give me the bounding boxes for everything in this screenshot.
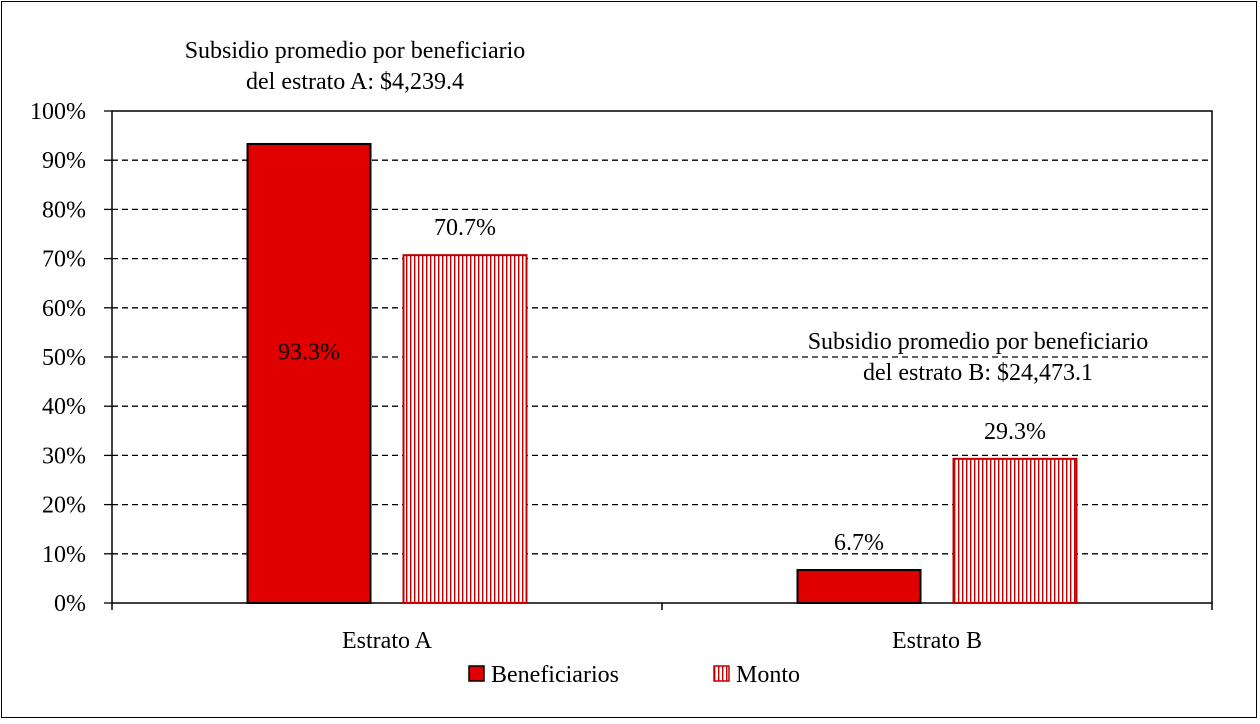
data-label: 70.7% bbox=[434, 215, 496, 241]
legend-label-beneficiarios: Beneficiarios bbox=[491, 662, 619, 688]
x-category-label: Estrato A bbox=[342, 628, 433, 654]
annotation-line: Subsidio promedio por beneficiario bbox=[808, 329, 1149, 355]
annotation-line: Subsidio promedio por beneficiario bbox=[185, 38, 526, 64]
y-tick-label: 100% bbox=[30, 99, 86, 125]
x-category-label: Estrato B bbox=[892, 628, 982, 654]
data-label: 6.7% bbox=[834, 530, 884, 556]
annotation-line: del estrato B: $24,473.1 bbox=[863, 360, 1093, 386]
y-tick-label: 50% bbox=[42, 345, 86, 371]
y-tick-label: 10% bbox=[42, 542, 86, 568]
legend-swatch-beneficiarios bbox=[468, 665, 485, 682]
bar-beneficiarios-2 bbox=[796, 569, 922, 605]
bar-monto-1 bbox=[402, 254, 528, 604]
y-tick-label: 60% bbox=[42, 296, 86, 322]
data-label: 29.3% bbox=[984, 419, 1046, 445]
bar-monto-2 bbox=[952, 457, 1078, 604]
bar-beneficiarios-1 bbox=[246, 142, 372, 605]
y-tick-label: 90% bbox=[42, 148, 86, 174]
y-tick-label: 40% bbox=[42, 394, 86, 420]
data-label: 93.3% bbox=[278, 340, 340, 366]
annotation-line: del estrato A: $4,239.4 bbox=[246, 69, 464, 95]
y-tick-label: 0% bbox=[54, 591, 86, 617]
y-tick-label: 20% bbox=[42, 493, 86, 519]
legend-label-monto: Monto bbox=[736, 662, 800, 688]
legend-swatch-monto bbox=[713, 665, 730, 682]
y-tick-label: 30% bbox=[42, 443, 86, 469]
y-tick-label: 70% bbox=[42, 247, 86, 273]
y-tick-label: 80% bbox=[42, 197, 86, 223]
